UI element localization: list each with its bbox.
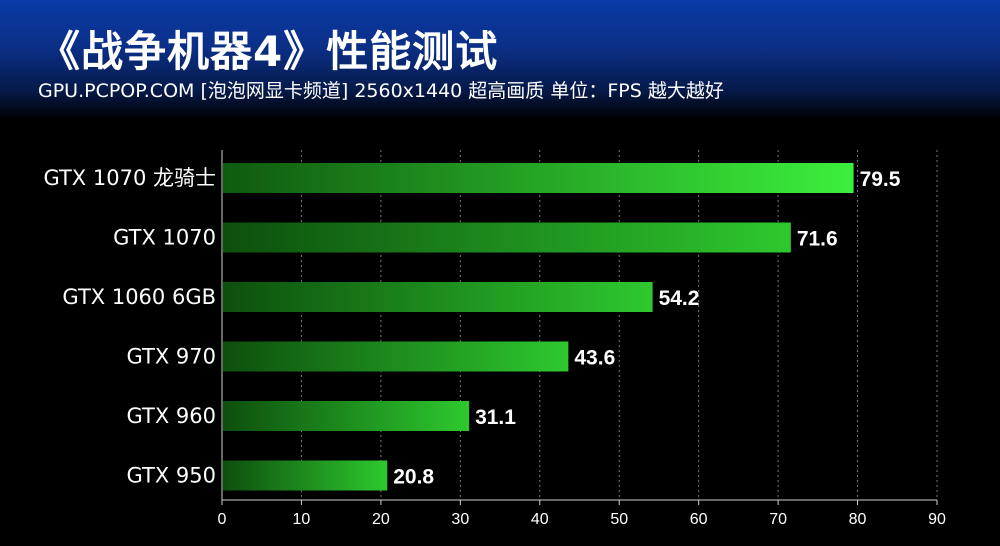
category-label: GTX 950 [127, 464, 217, 488]
x-axis: 0 10 20 30 40 50 60 70 80 90 [218, 150, 946, 528]
x-tick-label: 90 [928, 511, 946, 528]
grid-lines [300, 150, 938, 500]
category-label: GTX 1070 龙骑士 [43, 166, 216, 190]
category-label: GTX 1060 6GB [62, 285, 216, 309]
category-label: GTX 1070 [113, 226, 216, 250]
value-label: 43.6 [574, 347, 615, 370]
value-label: 20.8 [393, 466, 434, 489]
bar [223, 163, 854, 193]
x-tick-label: 60 [690, 511, 708, 528]
bar [223, 341, 569, 372]
bar [223, 222, 791, 253]
value-label: 31.1 [475, 406, 516, 429]
x-tick-label: 30 [451, 511, 469, 528]
value-label: 79.5 [860, 168, 901, 191]
x-tick-label: 70 [769, 511, 787, 528]
category-label: GTX 960 [127, 404, 217, 428]
x-tick-label: 0 [218, 511, 227, 528]
bar [223, 460, 388, 491]
bar [223, 282, 653, 312]
x-tick-label: 50 [610, 511, 628, 528]
header-banner: 《战争机器4》性能测试 GPU.PCPOP.COM [泡泡网显卡频道] 2560… [0, 0, 1000, 120]
bar [223, 401, 470, 431]
x-tick-label: 10 [293, 511, 311, 528]
value-label: 71.6 [797, 228, 838, 251]
labels: GTX 1070 龙骑士 79.5 GTX 1070 71.6 GTX 1060 6GB… [43, 166, 900, 489]
value-label: 54.2 [659, 287, 700, 310]
x-tick-label: 20 [372, 511, 390, 528]
chart-subtitle: GPU.PCPOP.COM [泡泡网显卡频道] 2560x1440 超高画质 单… [38, 80, 724, 102]
category-label: GTX 970 [127, 345, 217, 369]
x-tick-label: 40 [531, 511, 549, 528]
bars [223, 163, 854, 491]
x-tick-label: 80 [849, 511, 867, 528]
chart-title: 《战争机器4》性能测试 [38, 27, 499, 76]
